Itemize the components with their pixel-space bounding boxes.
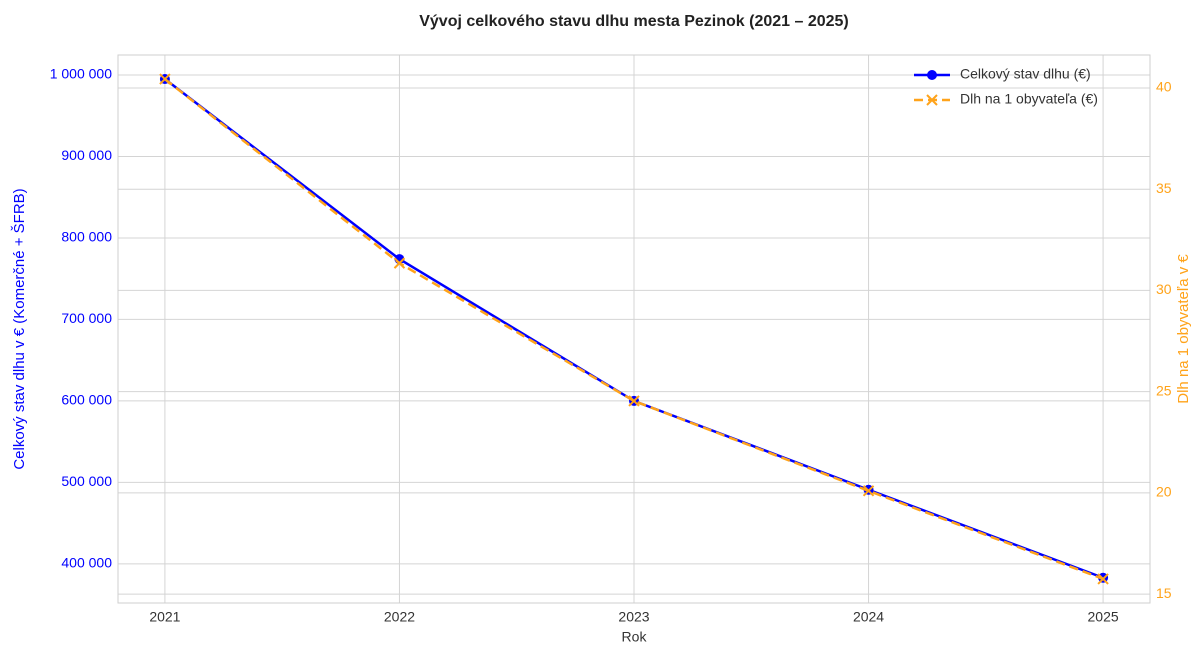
x-tick-label: 2024 <box>853 609 884 625</box>
y2-tick-label: 35 <box>1156 180 1172 196</box>
y-axis-label: Celkový stav dlhu v € (Komerčné + ŠFRB) <box>11 188 28 469</box>
y-tick-label: 800 000 <box>61 229 112 245</box>
x-tick-label: 2025 <box>1088 609 1119 625</box>
point-marker <box>862 485 875 497</box>
point-marker <box>393 257 406 269</box>
y-tick-label: 400 000 <box>61 555 112 571</box>
y-tick-label: 700 000 <box>61 310 112 326</box>
point-marker <box>159 73 171 85</box>
legend-marker <box>926 94 938 106</box>
y-tick-label: 1 000 000 <box>50 66 112 82</box>
y-tick-label: 500 000 <box>61 473 112 489</box>
chart-title: Vývoj celkového stavu dlhu mesta Pezinok… <box>419 13 849 30</box>
y2-tick-label: 15 <box>1156 585 1172 601</box>
x-tick-label: 2021 <box>149 609 180 625</box>
y-tick-label: 900 000 <box>61 147 112 163</box>
legend-label: Celkový stav dlhu (€) <box>960 66 1091 82</box>
y2-tick-label: 40 <box>1156 79 1172 95</box>
point-marker <box>1097 573 1109 585</box>
point-marker <box>628 395 640 407</box>
y2-tick-label: 20 <box>1156 484 1172 500</box>
y-tick-label: 600 000 <box>61 392 112 408</box>
y2-tick-label: 30 <box>1156 281 1172 297</box>
series-line <box>164 78 1104 581</box>
legend-label: Dlh na 1 obyvateľa (€) <box>960 91 1098 107</box>
x-tick-label: 2022 <box>384 609 415 625</box>
legend-marker <box>927 70 937 80</box>
x-tick-label: 2023 <box>618 609 649 625</box>
plot-frame <box>117 54 1151 604</box>
x-axis-label: Rok <box>622 629 648 645</box>
y2-tick-label: 25 <box>1156 382 1172 398</box>
y2-axis-label: Dlh na 1 obyvateľa v € <box>1175 254 1192 404</box>
